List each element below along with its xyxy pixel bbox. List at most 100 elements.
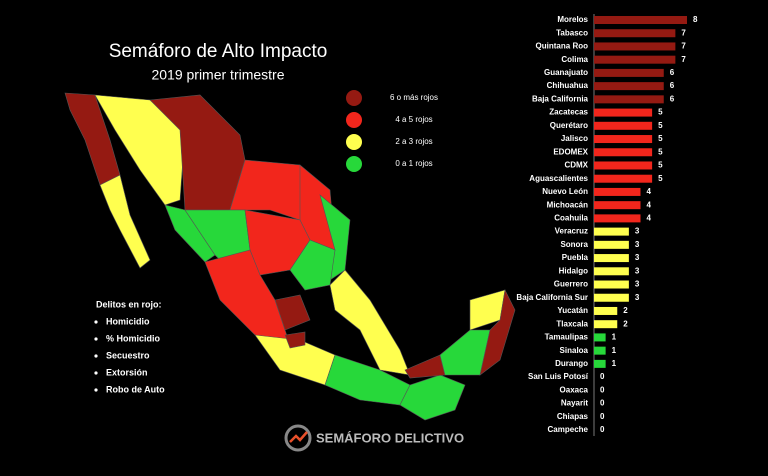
category-label: Hidalgo	[559, 266, 588, 275]
bar	[594, 280, 629, 289]
category-label: Baja California	[532, 94, 589, 103]
bar	[594, 201, 641, 210]
value-label: 7	[681, 42, 686, 51]
category-label: Guerrero	[554, 280, 588, 289]
category-label: EDOMEX	[553, 147, 588, 156]
legend-swatch	[346, 134, 362, 150]
category-label: Coahuila	[554, 213, 588, 222]
bar	[594, 108, 653, 117]
category-label: Nuevo León	[542, 187, 588, 196]
bar	[594, 68, 664, 77]
state	[99, 174, 151, 269]
legend-label: 0 a 1 rojos	[395, 159, 432, 168]
value-label: 7	[681, 55, 686, 64]
legend-label: 4 a 5 rojos	[395, 115, 432, 124]
state	[274, 294, 311, 331]
value-label: 4	[647, 200, 652, 209]
bar	[594, 16, 687, 24]
bar	[594, 187, 641, 196]
value-label: 1	[612, 346, 617, 355]
value-label: 4	[647, 213, 652, 222]
value-label: 0	[600, 399, 605, 408]
value-label: 7	[681, 28, 686, 37]
bullet	[94, 320, 98, 324]
bar	[594, 174, 653, 183]
category-label: Tamaulipas	[545, 333, 589, 342]
legend: 6 o más rojos 4 a 5 rojos 2 a 3 rojos 0 a 1…	[346, 90, 438, 172]
value-label: 0	[600, 425, 605, 434]
logo-icon	[284, 424, 312, 452]
value-label: 5	[658, 108, 663, 117]
logo-icon	[289, 431, 308, 443]
title: Semáforo de Alto Impacto	[109, 41, 328, 62]
category-label: Chiapas	[557, 412, 589, 421]
bar	[594, 135, 653, 144]
value-label: 3	[635, 240, 640, 249]
bar	[594, 214, 641, 223]
legend-swatch	[346, 90, 362, 106]
bar	[594, 240, 629, 249]
value-label: 0	[600, 385, 605, 394]
value-label: 8	[693, 15, 698, 24]
category-label: Tabasco	[556, 28, 588, 37]
bar	[594, 148, 653, 157]
category-label: Chihuahua	[547, 81, 589, 90]
legend-swatch	[346, 156, 362, 172]
value-label: 6	[670, 68, 675, 77]
value-label: 5	[658, 121, 663, 130]
category-label: Aguascalientes	[529, 174, 588, 183]
category-label: Morelos	[557, 15, 588, 24]
value-label: 3	[635, 280, 640, 289]
bar	[594, 254, 629, 263]
notes-item: Extorsión	[106, 367, 148, 377]
value-label: 1	[612, 333, 617, 342]
subtitle: 2019 primer trimestre	[151, 67, 284, 83]
bullet	[94, 354, 98, 358]
state	[284, 331, 306, 349]
category-label: Veracruz	[555, 227, 588, 236]
bar	[594, 82, 664, 91]
category-label: Tlaxcala	[556, 319, 588, 328]
bar-chart: Morelos 8 Tabasco 7 Quintana Roo 7 Colima 7 Guan…	[516, 15, 698, 434]
value-label: 1	[612, 359, 617, 368]
bar	[594, 346, 606, 355]
value-label: 5	[658, 161, 663, 170]
category-label: Puebla	[562, 253, 589, 262]
bar	[594, 121, 653, 130]
category-label: Querétaro	[550, 121, 588, 130]
state	[479, 289, 516, 376]
value-label: 5	[658, 147, 663, 156]
bar	[594, 293, 629, 302]
category-label: Nayarit	[561, 399, 588, 408]
state	[164, 204, 216, 263]
bar	[594, 42, 676, 51]
category-label: Sinaloa	[560, 346, 589, 355]
category-label: Jalisco	[561, 134, 588, 143]
bar	[594, 227, 629, 236]
state	[319, 194, 351, 281]
state	[399, 374, 466, 421]
category-label: Yucatán	[557, 306, 588, 315]
value-label: 0	[600, 412, 605, 421]
value-label: 5	[658, 174, 663, 183]
notes-title: Delitos en rojo:	[96, 299, 162, 309]
notes-item: Homicidio	[106, 316, 150, 326]
category-label: Zacatecas	[549, 108, 588, 117]
legend-swatch	[346, 112, 362, 128]
bar	[594, 29, 676, 38]
category-label: Michoacán	[547, 200, 588, 209]
category-label: Durango	[555, 359, 588, 368]
bar	[594, 95, 664, 104]
bar	[594, 320, 618, 329]
value-label: 3	[635, 266, 640, 275]
notes: Delitos en rojo: Homicidio % Homicidio Secu…	[94, 299, 165, 394]
notes-item: Robo de Auto	[106, 384, 165, 394]
category-label: Sonora	[560, 240, 588, 249]
category-label: CDMX	[564, 161, 588, 170]
value-label: 3	[635, 253, 640, 262]
brand: SEMÁFORO DELICTIVO	[316, 430, 464, 445]
brand-logo: SEMÁFORO DELICTIVO	[284, 424, 464, 452]
notes-item: % Homicidio	[106, 333, 161, 343]
value-label: 3	[635, 227, 640, 236]
